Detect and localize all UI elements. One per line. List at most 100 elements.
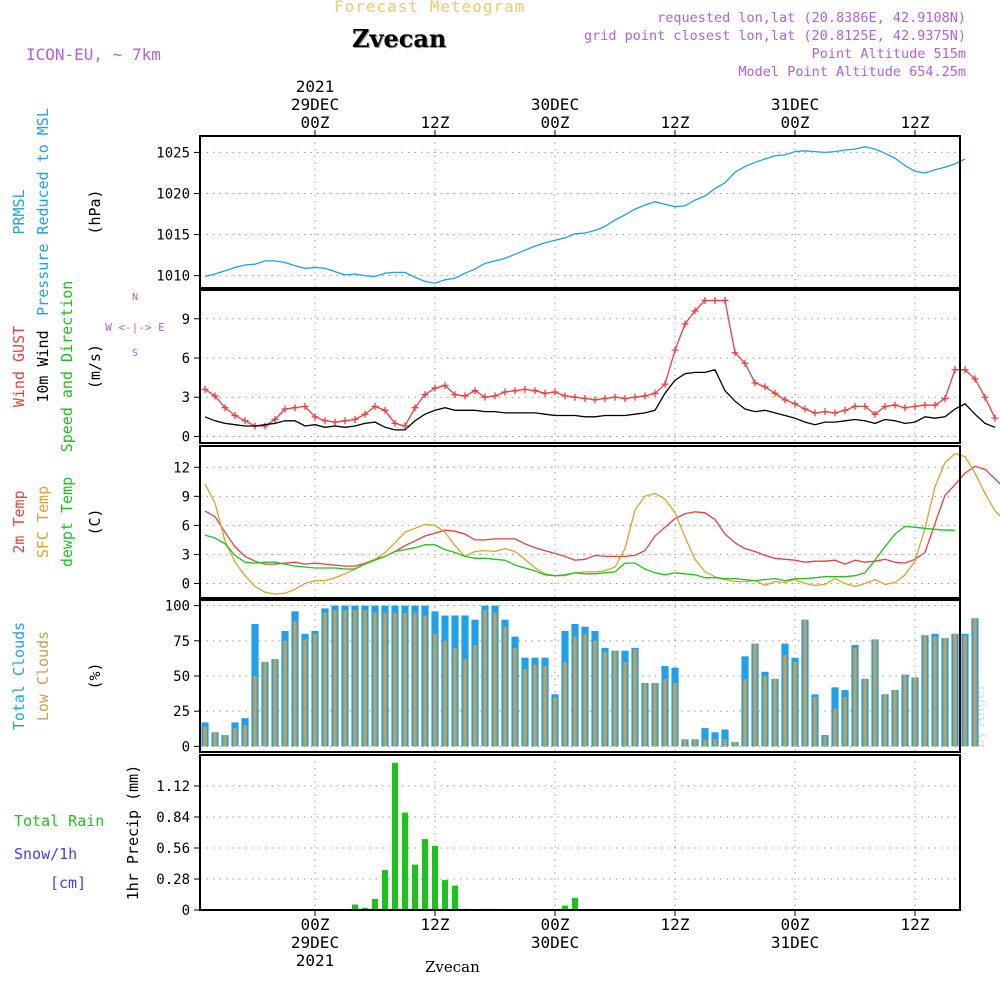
- wind-gust-point: [321, 417, 329, 425]
- clouds-bar: [443, 640, 447, 747]
- pressure-panel: 1010 1015 1020 1025 PRMSL Pressure Reduced to…: [10, 108, 966, 316]
- precipitation-ytick-label: 0: [182, 903, 190, 919]
- clouds-bar: [363, 609, 367, 747]
- top-time-label: 12Z: [901, 113, 930, 132]
- wind-gust-point: [841, 406, 849, 414]
- wind-gust-point: [481, 393, 489, 401]
- clouds-bar: [683, 739, 687, 747]
- wind-gust-point: [561, 392, 569, 400]
- clouds-bar: [583, 633, 587, 747]
- clouds-bar: [883, 694, 887, 747]
- clouds-bar: [353, 609, 357, 747]
- pressure-series-line: [204, 146, 966, 284]
- clouds-unit: (%): [86, 662, 104, 689]
- wind-gust-point: [781, 396, 789, 404]
- clouds-bar: [373, 612, 377, 747]
- clouds-bar: [953, 633, 957, 747]
- wind-gust-point: [361, 410, 369, 418]
- wind-gust-point: [811, 409, 819, 417]
- wind-gust-point: [351, 415, 359, 423]
- wind-gust-point: [371, 402, 379, 410]
- wind-gust-point: [461, 392, 469, 400]
- clouds-bar: [253, 676, 257, 747]
- clouds-bar: [853, 647, 857, 747]
- precipitation-bar: [411, 864, 419, 910]
- clouds-bar: [603, 652, 607, 747]
- clouds-bar: [623, 661, 627, 747]
- location-title: Zvecan: [352, 24, 447, 53]
- wind-ytick-label: 9: [182, 312, 190, 328]
- clouds-bar: [763, 676, 767, 747]
- clouds-bar: [843, 697, 847, 747]
- clouds-bar: [433, 633, 437, 747]
- wind-gust-point: [791, 400, 799, 408]
- precipitation-bar: [361, 907, 369, 910]
- clouds-bar: [553, 697, 557, 747]
- wind-axis-label: Wind GUST: [10, 326, 28, 407]
- clouds-bar: [303, 639, 307, 747]
- clouds-bar: [233, 728, 237, 747]
- clouds-bar: [643, 683, 647, 747]
- clouds-ytick-label: 50: [173, 669, 190, 685]
- precipitation-ytick-label: 1.12: [156, 779, 190, 795]
- temperature-axis-label: SFC Temp: [34, 486, 52, 558]
- wind-gust-point: [911, 402, 919, 410]
- clouds-bar: [713, 739, 717, 747]
- temperature-ytick-label: 12: [173, 460, 190, 476]
- wind-gust-point: [941, 395, 949, 403]
- clouds-bar: [243, 725, 247, 747]
- pressure-frame: [199, 135, 961, 289]
- wind-gust-point: [601, 395, 609, 403]
- clouds-bar: [613, 650, 617, 747]
- clouds-bar: [653, 683, 657, 747]
- wind-gust-point: [851, 402, 859, 410]
- clouds-panel: 0 25 50 75 100 Total Clouds Low Clouds (%): [10, 599, 979, 755]
- wind-gust-point: [381, 406, 389, 414]
- clouds-bar: [863, 678, 867, 747]
- wind-gust-point: [341, 417, 349, 425]
- clouds-bar: [933, 636, 937, 747]
- temperature-ytick-label: 0: [182, 576, 190, 592]
- wind-gust-point: [901, 404, 909, 412]
- clouds-bar: [263, 661, 267, 747]
- wind-gust-point: [641, 392, 649, 400]
- wind-gust-point: [421, 391, 429, 399]
- clouds-bar: [923, 635, 927, 747]
- clouds-bar: [383, 612, 387, 747]
- wind-gust-point: [631, 393, 639, 401]
- bottom-time-label: 00Z: [781, 915, 810, 934]
- wind-gust-point: [621, 395, 629, 403]
- wind-gust-point: [401, 422, 409, 430]
- clouds-bar: [483, 609, 487, 747]
- clouds-bar: [903, 674, 907, 747]
- wind-gust-point: [261, 422, 269, 430]
- precipitation-bar: [371, 898, 379, 910]
- clouds-bar: [701, 728, 709, 747]
- wind-gust-point: [211, 392, 219, 400]
- wind-gust-point: [441, 381, 449, 389]
- clouds-bar: [453, 647, 457, 747]
- precip-label-unit: [cm]: [50, 874, 86, 892]
- wind-gust-point: [891, 401, 899, 409]
- wind-gust-point: [451, 391, 459, 399]
- clouds-bar: [723, 739, 727, 747]
- wind-ytick-label: 3: [182, 390, 190, 406]
- clouds-bar: [673, 683, 677, 747]
- wind-gust-point: [871, 410, 879, 418]
- wind-gust-point: [531, 387, 539, 395]
- clouds-bar: [313, 633, 317, 747]
- clouds-bar: [333, 609, 337, 747]
- clouds-bar: [793, 661, 797, 747]
- wind-gust-point: [231, 412, 239, 420]
- clouds-bar: [663, 678, 667, 747]
- wind-gust-point: [221, 404, 229, 412]
- clouds-bar: [513, 647, 517, 747]
- wind-gust-point: [951, 366, 959, 374]
- wind-gust-point: [801, 405, 809, 413]
- bottom-time-label: 12Z: [421, 915, 450, 934]
- clouds-bar: [343, 609, 347, 747]
- top-time-label: 12Z: [421, 113, 450, 132]
- temperature-axis-label: dewpt Temp: [58, 477, 76, 567]
- wind-ytick-label: 0: [182, 429, 190, 445]
